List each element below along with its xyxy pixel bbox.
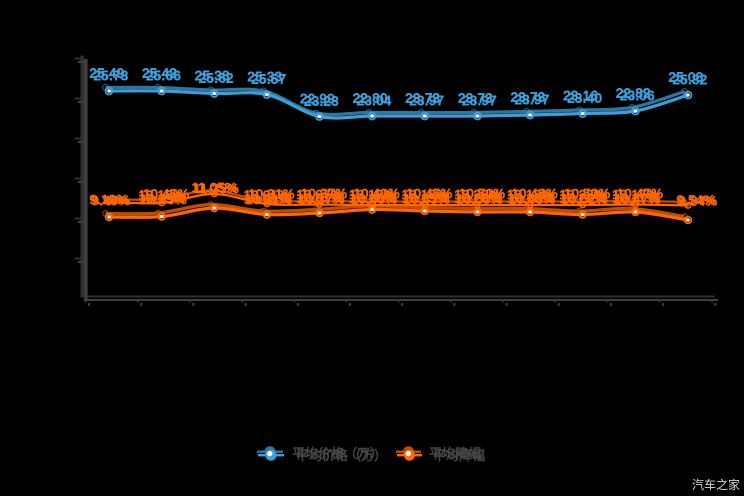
svg-text:22.80: 22.80 xyxy=(353,91,388,106)
svg-text:25.49: 25.49 xyxy=(89,66,124,81)
svg-text:10.48%: 10.48% xyxy=(509,192,556,207)
svg-text:23.97: 23.97 xyxy=(462,93,497,108)
svg-text:10.17%: 10.17% xyxy=(612,187,659,202)
svg-text:10.47%: 10.47% xyxy=(617,186,664,201)
svg-text:10.47%: 10.47% xyxy=(614,192,661,207)
svg-text:10.31%: 10.31% xyxy=(246,192,293,207)
svg-text:10.15%: 10.15% xyxy=(138,191,185,206)
svg-text:11.35%: 11.35% xyxy=(194,181,240,196)
svg-text:23.23: 23.23 xyxy=(304,94,339,109)
svg-text:25.66: 25.66 xyxy=(146,68,181,83)
svg-text:23.16: 23.16 xyxy=(563,88,598,103)
svg-text:9.84%: 9.84% xyxy=(679,194,718,209)
svg-text:10.20%: 10.20% xyxy=(454,191,501,206)
svg-text:10.18%: 10.18% xyxy=(507,191,554,206)
svg-text:10.15%: 10.15% xyxy=(138,188,185,203)
svg-text:25.57: 25.57 xyxy=(251,72,286,87)
svg-text:10.37%: 10.37% xyxy=(298,192,345,207)
svg-text:10.48%: 10.48% xyxy=(511,186,558,201)
svg-text:10.45%: 10.45% xyxy=(140,192,187,207)
svg-text:平均降幅: 平均降幅 xyxy=(433,448,485,463)
svg-text:10.01%: 10.01% xyxy=(244,188,291,203)
svg-text:10.52%: 10.52% xyxy=(561,192,608,207)
svg-text:22.82: 22.82 xyxy=(616,86,651,101)
svg-text:10.45%: 10.45% xyxy=(406,186,453,201)
svg-text:23.73: 23.73 xyxy=(511,90,546,105)
svg-text:23.97: 23.97 xyxy=(409,93,444,108)
svg-text:9.54%: 9.54% xyxy=(677,193,716,208)
svg-text:25.38: 25.38 xyxy=(195,68,230,83)
svg-text:平均降幅: 平均降幅 xyxy=(429,446,481,461)
svg-text:10.17%: 10.17% xyxy=(612,191,659,206)
svg-text:25.62: 25.62 xyxy=(199,71,234,86)
svg-text:10.45%: 10.45% xyxy=(143,187,190,202)
svg-text:10.52%: 10.52% xyxy=(564,186,611,201)
svg-text:10.22%: 10.22% xyxy=(559,191,606,206)
svg-text:10.07%: 10.07% xyxy=(296,191,343,206)
svg-text:25.33: 25.33 xyxy=(247,69,282,84)
svg-text:10.18%: 10.18% xyxy=(507,187,554,202)
svg-text:10.45%: 10.45% xyxy=(404,192,451,207)
svg-text:10.10%: 10.10% xyxy=(349,191,396,206)
svg-text:10.50%: 10.50% xyxy=(459,186,506,201)
svg-text:10.07%: 10.07% xyxy=(296,187,343,202)
svg-text:10.10%: 10.10% xyxy=(349,187,396,202)
svg-text:10.15%: 10.15% xyxy=(402,187,449,202)
svg-text:25.73: 25.73 xyxy=(93,68,128,83)
svg-text:10.40%: 10.40% xyxy=(353,186,400,201)
svg-text:汽车之家: 汽车之家 xyxy=(692,477,740,492)
svg-text:9.49%: 9.49% xyxy=(92,193,131,208)
svg-text:25.08: 25.08 xyxy=(668,70,703,85)
svg-text:23.73: 23.73 xyxy=(405,91,440,106)
svg-text:22.99: 22.99 xyxy=(300,91,335,106)
svg-text:10.01%: 10.01% xyxy=(244,191,291,206)
svg-text:9.19%: 9.19% xyxy=(90,192,129,207)
svg-text:23.06: 23.06 xyxy=(620,88,655,103)
svg-text:25.32: 25.32 xyxy=(672,72,707,87)
svg-text:10.22%: 10.22% xyxy=(559,187,606,202)
svg-text:23.04: 23.04 xyxy=(357,93,392,108)
svg-text:平均价格（万）: 平均价格（万） xyxy=(292,446,383,461)
svg-text:23.97: 23.97 xyxy=(515,92,550,107)
svg-text:23.73: 23.73 xyxy=(458,91,493,106)
svg-text:23.40: 23.40 xyxy=(567,91,602,106)
svg-text:10.40%: 10.40% xyxy=(351,192,398,207)
svg-text:10.20%: 10.20% xyxy=(454,187,501,202)
svg-text:10.50%: 10.50% xyxy=(456,192,503,207)
svg-text:25.42: 25.42 xyxy=(142,66,177,81)
svg-text:10.37%: 10.37% xyxy=(301,186,348,201)
svg-text:10.31%: 10.31% xyxy=(248,187,295,202)
svg-text:10.15%: 10.15% xyxy=(402,191,449,206)
svg-text:平均价格（万）: 平均价格（万） xyxy=(296,448,387,463)
svg-text:11.05%: 11.05% xyxy=(192,180,238,195)
